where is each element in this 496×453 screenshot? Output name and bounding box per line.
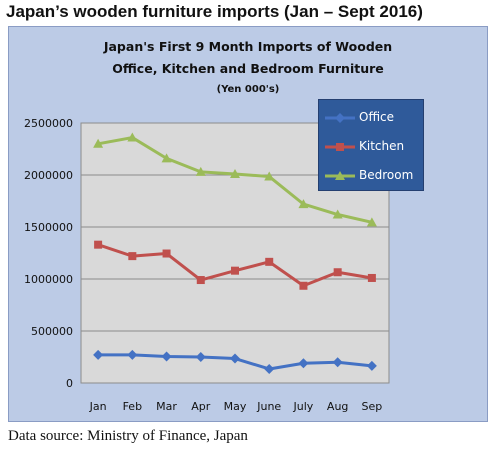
x-tick-label: Jan — [89, 400, 107, 413]
y-tick-label: 2500000 — [24, 117, 73, 130]
data-point-office — [332, 357, 343, 368]
data-point-bedroom — [230, 168, 240, 178]
legend-label-office: Office — [359, 110, 395, 124]
x-tick-label: Feb — [123, 400, 142, 413]
legend-label-bedroom: Bedroom — [359, 168, 414, 182]
legend-office-swatch — [325, 113, 355, 123]
data-point-bedroom — [93, 138, 104, 148]
data-point-bedroom — [127, 132, 138, 142]
data-point-kitchen — [196, 276, 205, 285]
legend-kitchen-swatch — [325, 143, 355, 151]
data-point-kitchen — [94, 240, 103, 249]
data-point-bedroom — [332, 209, 343, 219]
data-point-bedroom — [264, 171, 275, 181]
x-tick-label: Mar — [156, 400, 177, 413]
y-tick-label: 2000000 — [24, 169, 73, 182]
chart-title-line-2: Office, Kitchen and Bedroom Furniture — [112, 61, 384, 76]
data-point-office — [366, 360, 377, 371]
x-tick-label: Sep — [362, 400, 383, 413]
legend-item-office: Office — [319, 108, 423, 128]
data-point-kitchen — [333, 268, 342, 277]
page-title: Japan’s wooden furniture imports (Jan – … — [6, 2, 423, 21]
data-point-kitchen — [299, 281, 308, 290]
x-tick-label: May — [224, 400, 247, 413]
data-point-office — [93, 349, 104, 360]
x-tick-label: June — [256, 400, 281, 413]
data-point-office — [264, 363, 275, 374]
data-point-bedroom — [161, 153, 172, 163]
data-point-bedroom — [298, 199, 309, 209]
x-tick-label: Apr — [191, 400, 211, 413]
data-point-kitchen — [162, 249, 171, 258]
data-point-bedroom — [195, 166, 206, 176]
data-source-note: Data source: Ministry of Finance, Japan — [8, 428, 248, 444]
legend-label-kitchen: Kitchen — [359, 139, 405, 153]
line-chart: 0 500000 1000000 1500000 2000000 2500000 Jan Fe… — [24, 117, 390, 413]
y-tick-label: 500000 — [31, 325, 73, 338]
data-point-kitchen — [128, 252, 137, 261]
chart-area: Japan's First 9 Month Imports of Wooden … — [8, 26, 488, 422]
data-point-office — [161, 351, 172, 362]
legend-item-kitchen: Kitchen — [319, 137, 423, 157]
data-point-bedroom — [366, 217, 377, 227]
data-point-kitchen — [231, 266, 239, 275]
legend-item-bedroom: Bedroom — [319, 166, 423, 186]
chart-subtitle: (Yen 000's) — [216, 84, 280, 95]
chart-legend: Office Kitchen Bedroom — [318, 99, 424, 191]
x-tick-label: Aug — [327, 400, 348, 413]
data-point-kitchen — [265, 257, 274, 266]
data-point-kitchen — [367, 273, 376, 282]
data-point-office — [195, 352, 206, 362]
y-tick-label: 1500000 — [24, 221, 73, 234]
x-tick-label: July — [293, 400, 314, 413]
legend-bedroom-swatch — [325, 171, 355, 180]
data-point-office — [298, 358, 309, 369]
chart-title-line-1: Japan's First 9 Month Imports of Wooden — [103, 39, 393, 54]
data-point-office — [230, 353, 240, 364]
y-tick-label: 0 — [66, 377, 73, 390]
y-tick-label: 1000000 — [24, 273, 73, 286]
